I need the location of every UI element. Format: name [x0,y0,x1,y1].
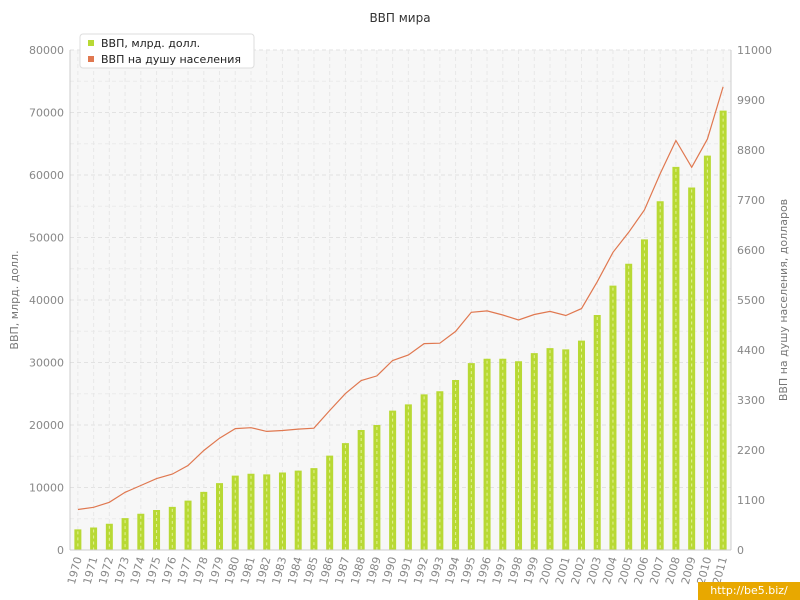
y-tick-right: 7700 [737,194,765,207]
y-tick-left: 70000 [29,107,64,120]
bar-1994 [452,380,460,550]
y-tick-right: 4400 [737,344,765,357]
bar-1988 [357,430,365,550]
y-tick-left: 80000 [29,44,64,57]
bar-1996 [483,358,491,550]
legend: ВВП, млрд. долл. ВВП на душу населения [79,33,255,69]
bar-2006 [640,239,648,550]
y-tick-left: 20000 [29,419,64,432]
y-tick-left: 60000 [29,169,64,182]
y-tick-right: 11000 [737,44,772,57]
bar-series-gdp [74,110,727,550]
bar-1991 [404,404,412,550]
y-tick-right: 1100 [737,494,765,507]
left-axis-ticks: 0 10000 20000 30000 40000 50000 60000 70000 8000… [29,44,64,557]
bar-2010 [703,155,711,550]
bar-2004 [609,285,617,550]
bar-1992 [420,394,428,550]
bar-1986 [326,455,334,550]
y-tick-right: 8800 [737,144,765,157]
y-tick-left: 30000 [29,357,64,370]
bar-1977 [184,500,192,550]
y-tick-right: 3300 [737,394,765,407]
line-series-gdp-per-capita [77,86,724,511]
bar-1987 [341,443,349,550]
bar-1974 [137,513,145,550]
bar-1997 [499,358,507,550]
legend-swatch-gdp [88,40,94,46]
bar-1972 [105,523,113,550]
x-axis-ticks: 1970197119721973197419751976197719781979… [65,555,730,585]
bar-2009 [688,187,696,550]
y-tick-left: 50000 [29,232,64,245]
y-axis-label-left: ВВП, млрд. долл. [8,250,21,349]
y-tick-right: 5500 [737,294,765,307]
y-tick-right: 0 [737,544,744,557]
axes [69,50,732,551]
chart-title: ВВП мира [369,11,430,25]
legend-label-gdp-per-capita: ВВП на душу населения [101,53,241,66]
bar-1971 [90,527,98,550]
y-tick-right: 2200 [737,444,765,457]
bar-1980 [231,475,239,550]
bar-1978 [200,491,208,550]
legend-swatch-gdp-per-capita [88,56,94,62]
y-tick-right: 6600 [737,244,765,257]
line-gdp-per-capita [77,86,724,511]
legend-label-gdp: ВВП, млрд. долл. [101,37,200,50]
right-axis-ticks: 0 1100 2200 3300 4400 5500 6600 7700 8800 9900 110… [737,44,772,557]
y-tick-right: 9900 [737,94,765,107]
watermark-link[interactable]: http://be5.biz/ [698,582,800,600]
bar-1982 [263,474,271,550]
bar-2007 [656,201,664,550]
y-tick-left: 0 [57,544,64,557]
bar-2005 [625,263,633,550]
bar-2008 [672,166,680,550]
y-axis-label-right: ВВП на душу населения, долларов [777,199,790,401]
legend-box [79,33,255,69]
y-tick-left: 10000 [29,482,64,495]
bar-1993 [436,391,444,550]
y-tick-left: 40000 [29,294,64,307]
